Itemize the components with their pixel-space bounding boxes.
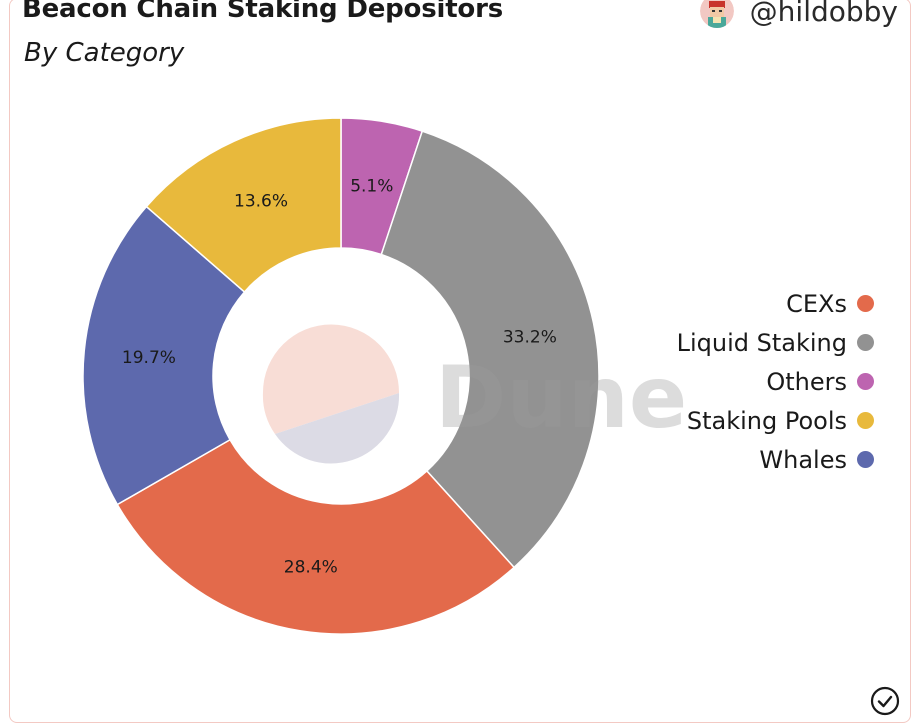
slice-label-staking-pools: 13.6% — [234, 191, 288, 211]
legend-label: Whales — [759, 445, 847, 474]
slice-labels: 5.1% 33.2% 28.4% 19.7% 13.6% — [122, 176, 557, 577]
watermark-text: Dune — [435, 348, 687, 448]
legend-item-staking-pools[interactable]: Staking Pools — [687, 401, 874, 440]
check-circle-icon[interactable] — [870, 686, 900, 716]
legend-label: Others — [766, 367, 847, 396]
legend-swatch — [857, 295, 874, 312]
legend-label: Staking Pools — [686, 406, 847, 435]
slice-label-whales: 19.7% — [122, 348, 176, 368]
chart-subtitle: By Category — [24, 38, 185, 68]
legend-item-whales[interactable]: Whales — [759, 440, 874, 479]
legend-item-others[interactable]: Others — [766, 362, 874, 401]
slice-cexs[interactable] — [116, 438, 516, 635]
chart-title: Beacon Chain Staking Depositors — [22, 0, 503, 24]
avatar-icon[interactable] — [699, 0, 734, 28]
chart-legend: CEXs Liquid Staking Others Staking Pools Wha… — [677, 284, 874, 479]
donut-slices — [82, 117, 600, 635]
legend-item-cexs[interactable]: CEXs — [786, 284, 874, 323]
legend-swatch — [857, 412, 874, 429]
donut-hole — [213, 248, 469, 504]
author-badge[interactable]: @hildobby — [699, 0, 898, 28]
legend-label: CEXs — [786, 289, 847, 318]
slice-label-liquid-staking: 33.2% — [503, 327, 557, 347]
legend-swatch — [857, 334, 874, 351]
author-handle[interactable]: @hildobby — [749, 0, 898, 28]
legend-swatch — [857, 451, 874, 468]
legend-swatch — [857, 373, 874, 390]
slice-label-cexs: 28.4% — [284, 558, 338, 578]
legend-label: Liquid Staking — [676, 328, 847, 357]
slice-label-others: 5.1% — [350, 176, 393, 196]
legend-item-liquid-staking[interactable]: Liquid Staking — [677, 323, 874, 362]
